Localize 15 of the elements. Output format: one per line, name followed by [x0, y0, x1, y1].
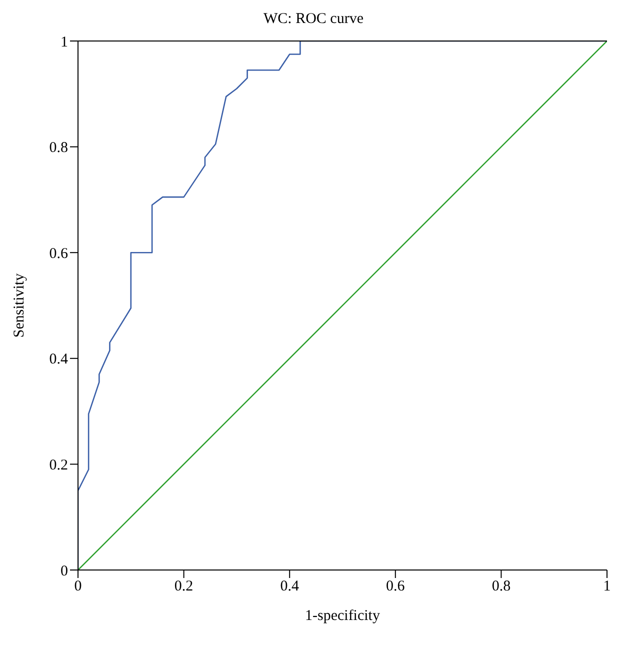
- y-tick-label: 0: [60, 563, 68, 580]
- x-tick-label: 0.4: [280, 578, 300, 595]
- y-tick-label: 0.8: [49, 140, 68, 156]
- y-tick-label: 1: [60, 34, 68, 50]
- y-tick-label: 0.6: [49, 246, 68, 262]
- x-axis-title: 1-specificity: [305, 608, 380, 624]
- x-tick-label: 0.6: [386, 578, 406, 595]
- x-tick-label: 1: [603, 578, 611, 595]
- x-tick-label: 0.2: [174, 578, 194, 595]
- x-tick-label: 0.8: [492, 578, 511, 595]
- y-tick-label: 0.2: [49, 458, 68, 474]
- chart-title: WC: ROC curve: [262, 10, 364, 29]
- x-tick-label: 0: [74, 578, 82, 595]
- y-axis-title: Sensitivity: [11, 272, 28, 338]
- y-tick-label: 0.4: [49, 352, 68, 368]
